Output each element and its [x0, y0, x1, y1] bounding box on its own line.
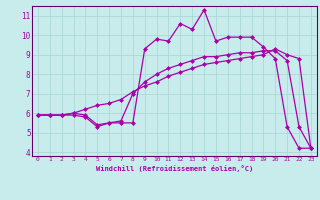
X-axis label: Windchill (Refroidissement éolien,°C): Windchill (Refroidissement éolien,°C) [96, 165, 253, 172]
